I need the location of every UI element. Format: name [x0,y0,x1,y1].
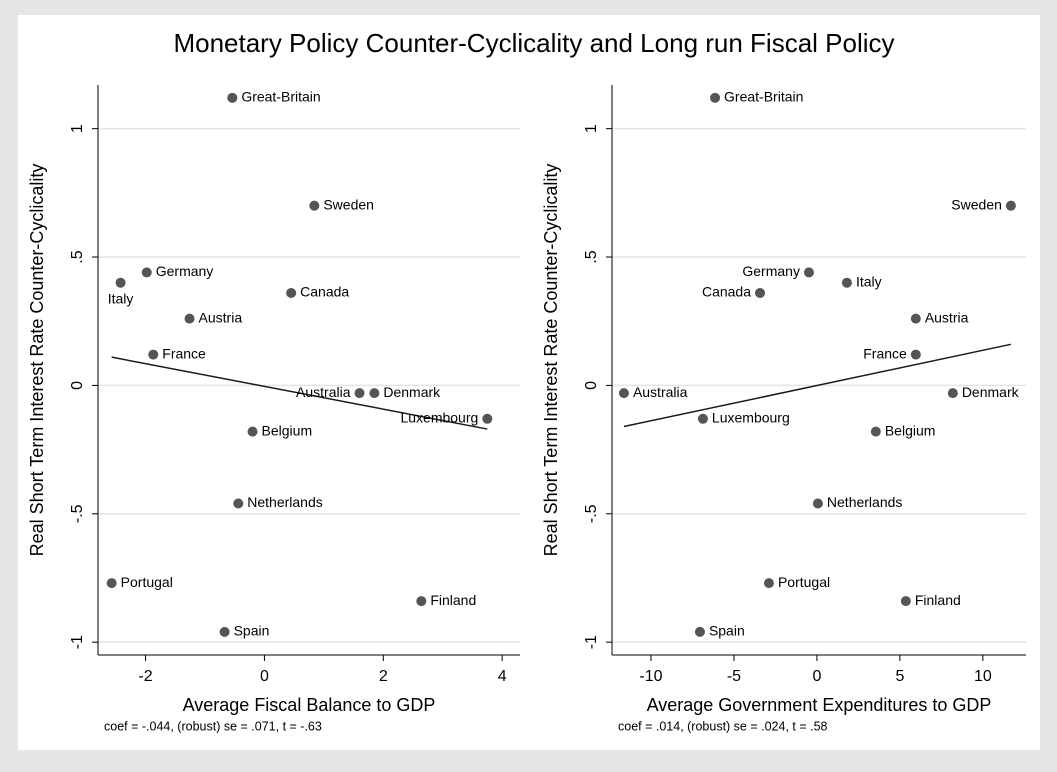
point-label: Denmark [383,384,441,400]
point-label: Canada [702,284,751,300]
x-tick-label: -2 [138,668,152,685]
point-label: Finland [915,592,961,608]
x-axis-title: Average Government Expenditures to GDP [647,695,992,715]
point-label: Belgium [885,422,936,438]
point-label: Germany [156,263,214,279]
point-label: Spain [709,623,745,639]
point-label: Great-Britain [724,89,803,105]
y-tick-label: -.5 [69,504,86,523]
point [416,596,427,607]
y-tick-label: -.5 [583,504,600,523]
point [755,287,766,298]
fit-line [623,343,1012,428]
y-tick-label: -1 [69,635,86,649]
point-label: Australia [296,384,351,400]
point-label: Finland [430,592,476,608]
point [369,388,380,399]
point-label: Great-Britain [241,89,320,105]
point-label: Australia [633,384,688,400]
graph-region [18,15,1040,750]
point [309,200,320,211]
y-tick-label: 1 [583,124,600,133]
point [141,267,152,278]
point-label: Belgium [262,422,313,438]
point-label: Italy [108,290,134,306]
point [233,498,244,509]
point [247,426,258,437]
point-label: Sweden [951,196,1002,212]
point [1005,200,1016,211]
point-label: Denmark [962,384,1020,400]
point [870,426,881,437]
x-tick-label: 5 [895,668,904,685]
point-label: Luxembourg [400,409,478,425]
x-tick-label: -5 [727,668,741,685]
point [618,388,629,399]
point [694,626,705,637]
point [286,287,297,298]
point [697,413,708,424]
x-tick-label: 10 [974,668,992,685]
y-axis-title: Real Short Term Interest Rate Counter-Cy… [541,164,561,557]
chart-title: Monetary Policy Counter-Cyclicality and … [173,28,894,58]
point [184,313,195,324]
point [710,92,721,103]
point [763,578,774,589]
point-label: Austria [199,309,243,325]
y-axis-title: Real Short Term Interest Rate Counter-Cy… [27,164,47,557]
point [148,349,159,360]
point-label: Netherlands [827,494,903,510]
x-tick-label: 0 [260,668,269,685]
point [910,313,921,324]
point [482,413,493,424]
point [354,388,365,399]
x-tick-label: 4 [498,668,507,685]
point-label: Sweden [323,196,374,212]
y-tick-label: 1 [69,124,86,133]
point [812,498,823,509]
x-tick-label: -10 [639,668,662,685]
point [947,388,958,399]
y-tick-label: 0 [69,381,86,390]
point [219,626,230,637]
point-label: Italy [856,273,882,289]
y-tick-label: .5 [583,250,600,263]
point-label: Canada [300,284,349,300]
x-axis-title: Average Fiscal Balance to GDP [183,695,436,715]
point [900,596,911,607]
point [227,92,238,103]
point-label: Germany [742,263,800,279]
point [841,277,852,288]
note: coef = .014, (robust) se = .024, t = .58 [618,719,828,733]
point [803,267,814,278]
y-tick-label: .5 [69,250,86,263]
point-label: Spain [234,623,270,639]
x-tick-label: 2 [379,668,388,685]
point-label: Portugal [121,574,173,590]
y-tick-label: -1 [583,635,600,649]
point-label: Austria [925,309,969,325]
point-label: France [162,345,206,361]
point-label: France [863,345,907,361]
note: coef = -.044, (robust) se = .071, t = -.… [104,719,322,733]
y-tick-label: 0 [583,381,600,390]
point [910,349,921,360]
point [115,277,126,288]
point-label: Portugal [778,574,830,590]
point-label: Luxembourg [712,409,790,425]
point-label: Netherlands [247,494,323,510]
x-tick-label: 0 [812,668,821,685]
point [106,578,117,589]
fit-line [111,356,488,430]
